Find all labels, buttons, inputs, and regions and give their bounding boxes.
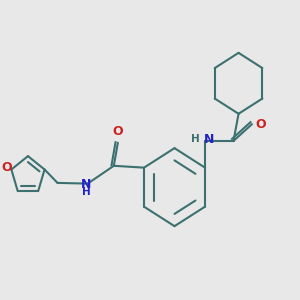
- Text: H: H: [82, 187, 90, 197]
- Text: O: O: [112, 125, 123, 138]
- Text: H: H: [191, 134, 200, 144]
- Text: O: O: [2, 161, 12, 174]
- Text: N: N: [204, 133, 215, 146]
- Text: O: O: [255, 118, 266, 131]
- Text: N: N: [81, 178, 91, 191]
